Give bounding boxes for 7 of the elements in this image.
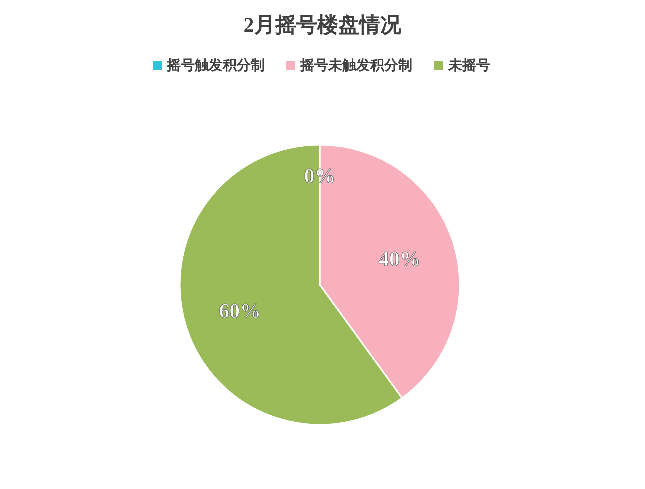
- chart-title: 2月摇号楼盘情况: [244, 13, 402, 37]
- data-label: 60%: [219, 298, 262, 323]
- text: 0%: [304, 164, 336, 188]
- data-label: 40%: [378, 247, 421, 272]
- legend-label: 未摇号: [448, 58, 490, 74]
- legend-label: 摇号触发积分制: [166, 58, 265, 74]
- legend-label: 摇号未触发积分制: [300, 58, 412, 74]
